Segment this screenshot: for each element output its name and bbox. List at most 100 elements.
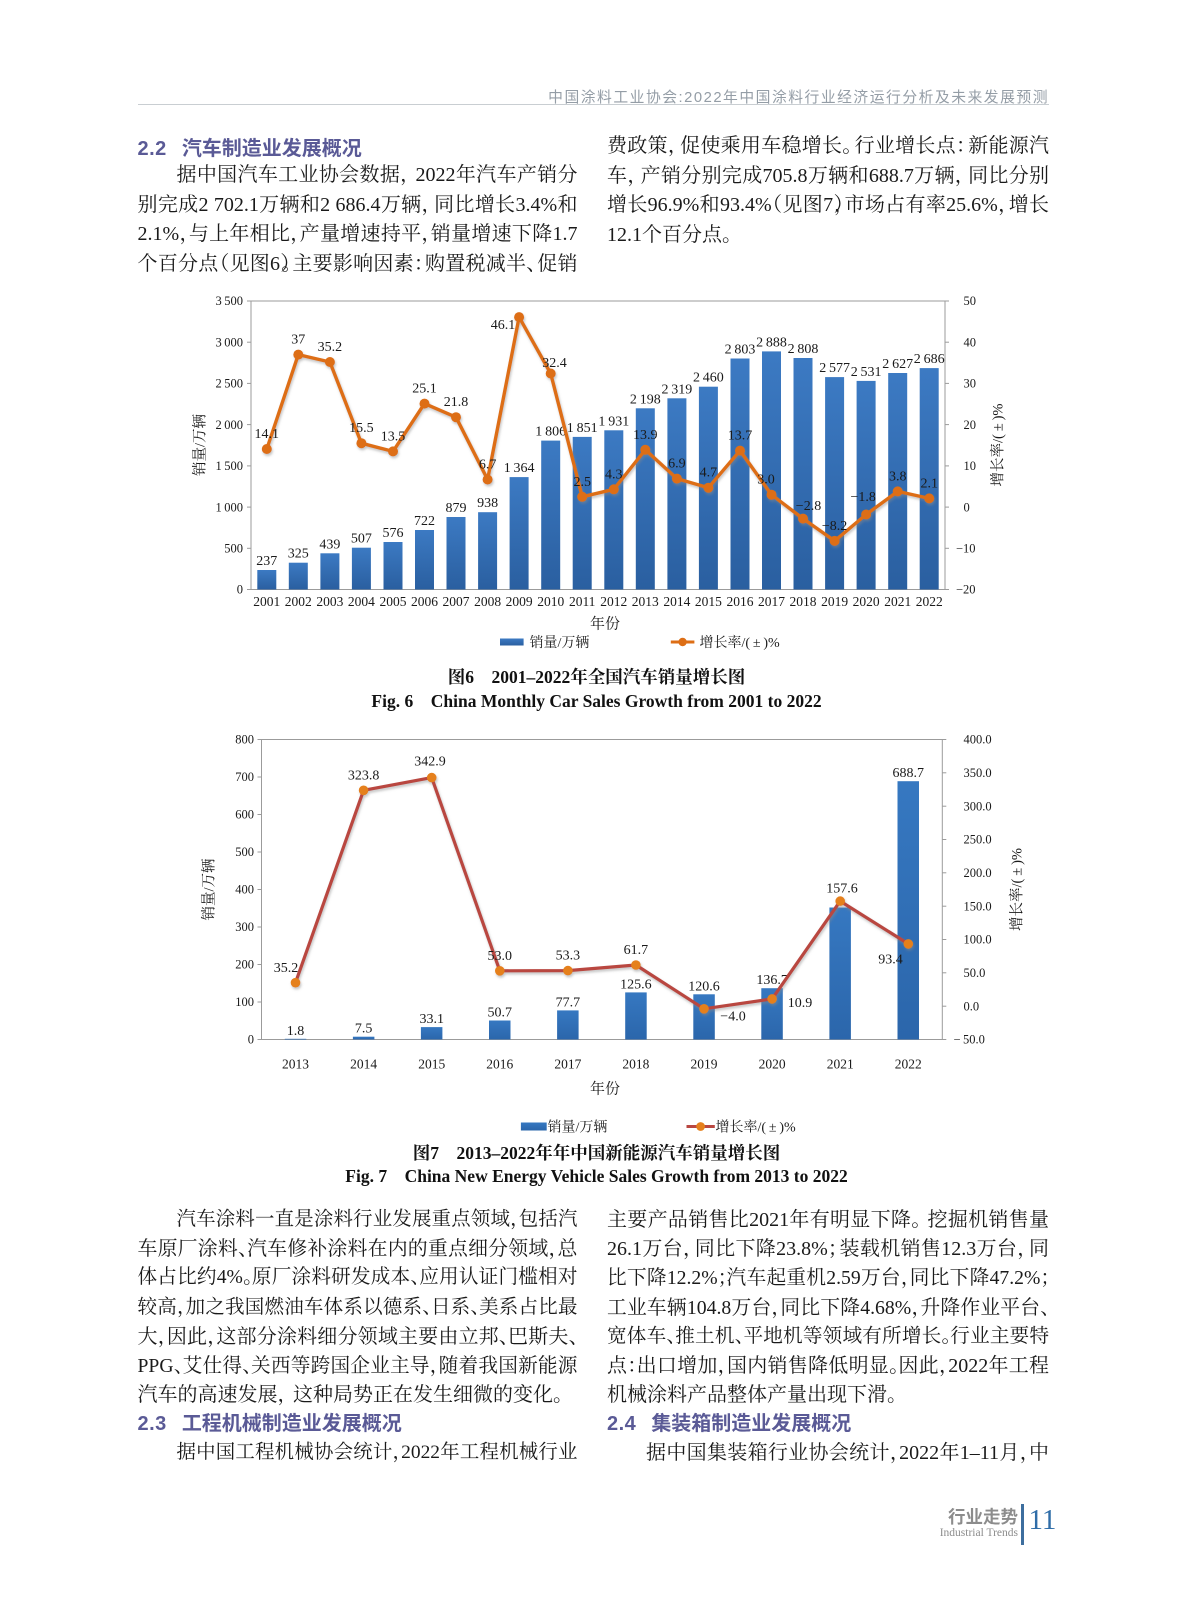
- svg-text:4.7: 4.7: [700, 466, 718, 481]
- svg-text:2021: 2021: [884, 594, 911, 609]
- svg-text:销量/万辆: 销量/万辆: [191, 413, 209, 476]
- svg-text:6.9: 6.9: [668, 457, 686, 472]
- svg-text:3 000: 3 000: [215, 335, 243, 349]
- svg-text:325: 325: [288, 547, 309, 562]
- svg-text:2006: 2006: [411, 594, 438, 609]
- svg-text:400: 400: [235, 883, 254, 897]
- svg-text:2014: 2014: [350, 1057, 377, 1072]
- svg-text:20: 20: [964, 418, 977, 432]
- svg-text:100: 100: [235, 995, 254, 1009]
- svg-text:13.5: 13.5: [381, 429, 406, 444]
- svg-text:688.7: 688.7: [893, 766, 925, 781]
- svg-text:0: 0: [964, 500, 970, 514]
- svg-text:500: 500: [224, 542, 243, 556]
- svg-text:2022: 2022: [916, 594, 943, 609]
- svg-text:−8.2: −8.2: [822, 519, 847, 534]
- svg-text:35.2: 35.2: [318, 340, 343, 355]
- svg-text:3.0: 3.0: [757, 473, 775, 488]
- svg-text:2 460: 2 460: [693, 371, 724, 386]
- svg-text:1 000: 1 000: [215, 500, 243, 514]
- svg-text:350.0: 350.0: [964, 766, 992, 780]
- svg-text:25.1: 25.1: [412, 382, 437, 397]
- svg-text:2018: 2018: [790, 594, 817, 609]
- svg-text:2013: 2013: [282, 1057, 309, 1072]
- svg-text:1 851: 1 851: [567, 421, 598, 436]
- svg-text:35.2: 35.2: [274, 961, 299, 976]
- svg-text:2001: 2001: [253, 594, 280, 609]
- svg-text:10.9: 10.9: [788, 996, 813, 1011]
- svg-text:0: 0: [248, 1033, 254, 1047]
- svg-text:576: 576: [383, 526, 404, 541]
- svg-text:2014: 2014: [663, 594, 690, 609]
- svg-text:13.9: 13.9: [633, 428, 658, 443]
- svg-text:1 364: 1 364: [504, 461, 535, 476]
- svg-text:32.4: 32.4: [542, 356, 567, 371]
- svg-text:93.4: 93.4: [878, 953, 903, 968]
- svg-text:879: 879: [446, 501, 467, 516]
- svg-text:2019: 2019: [821, 594, 848, 609]
- svg-text:2018: 2018: [622, 1057, 649, 1072]
- svg-text:6.7: 6.7: [479, 458, 497, 473]
- svg-text:2021: 2021: [827, 1057, 854, 1072]
- svg-text:53.3: 53.3: [556, 949, 581, 964]
- svg-text:30: 30: [964, 377, 977, 391]
- svg-text:2004: 2004: [348, 594, 375, 609]
- svg-text:2022: 2022: [895, 1057, 922, 1072]
- svg-text:增长率/( ± )%: 增长率/( ± )%: [990, 403, 1007, 486]
- svg-text:− 50.0: − 50.0: [954, 1033, 985, 1047]
- svg-text:2007: 2007: [443, 594, 470, 609]
- svg-text:40: 40: [964, 335, 977, 349]
- svg-text:1 931: 1 931: [598, 414, 629, 429]
- svg-text:323.8: 323.8: [348, 768, 380, 783]
- svg-text:2015: 2015: [418, 1057, 445, 1072]
- svg-text:2013: 2013: [632, 594, 659, 609]
- svg-text:150.0: 150.0: [964, 899, 992, 913]
- svg-text:10: 10: [964, 459, 977, 473]
- svg-text:300: 300: [235, 920, 254, 934]
- svg-text:2 198: 2 198: [630, 392, 661, 407]
- svg-text:120.6: 120.6: [688, 979, 720, 994]
- svg-text:2 577: 2 577: [819, 361, 850, 376]
- svg-text:2016: 2016: [486, 1057, 513, 1072]
- svg-text:600: 600: [235, 808, 254, 822]
- svg-text:3.8: 3.8: [889, 469, 907, 484]
- svg-text:2 808: 2 808: [788, 342, 819, 357]
- svg-text:2020: 2020: [759, 1057, 786, 1072]
- svg-text:年份: 年份: [590, 1080, 620, 1098]
- svg-text:1 500: 1 500: [215, 459, 243, 473]
- svg-text:2010: 2010: [537, 594, 564, 609]
- svg-text:14.1: 14.1: [255, 427, 280, 442]
- svg-text:722: 722: [414, 514, 435, 529]
- svg-text:2.1: 2.1: [920, 476, 938, 491]
- svg-text:400.0: 400.0: [964, 733, 992, 747]
- svg-text:销量/万辆: 销量/万辆: [530, 634, 590, 651]
- svg-text:增长率/( ± )%: 增长率/( ± )%: [1009, 848, 1026, 931]
- svg-text:2 627: 2 627: [882, 357, 913, 372]
- svg-text:7.5: 7.5: [355, 1022, 373, 1037]
- svg-text:2012: 2012: [600, 594, 627, 609]
- svg-text:3 500: 3 500: [215, 294, 243, 308]
- svg-text:2 888: 2 888: [756, 335, 787, 350]
- svg-text:2 000: 2 000: [215, 418, 243, 432]
- svg-text:0.0: 0.0: [964, 999, 980, 1013]
- svg-text:销量/万辆: 销量/万辆: [200, 858, 218, 921]
- svg-text:2 500: 2 500: [215, 377, 243, 391]
- svg-text:800: 800: [235, 733, 254, 747]
- svg-text:1.8: 1.8: [287, 1024, 305, 1039]
- svg-text:125.6: 125.6: [620, 977, 652, 992]
- svg-text:13.7: 13.7: [728, 429, 753, 444]
- svg-text:100.0: 100.0: [964, 933, 992, 947]
- svg-text:销量/万辆: 销量/万辆: [548, 1119, 608, 1136]
- svg-text:500: 500: [235, 845, 254, 859]
- svg-text:2016: 2016: [727, 594, 754, 609]
- svg-text:77.7: 77.7: [556, 995, 581, 1010]
- svg-text:4.3: 4.3: [605, 467, 623, 482]
- svg-text:2008: 2008: [474, 594, 501, 609]
- svg-text:37: 37: [291, 333, 305, 348]
- svg-text:2 803: 2 803: [725, 343, 756, 358]
- svg-text:−4.0: −4.0: [720, 1010, 745, 1025]
- svg-text:50: 50: [964, 294, 977, 308]
- svg-text:21.8: 21.8: [444, 395, 469, 410]
- svg-text:2002: 2002: [285, 594, 312, 609]
- svg-text:2005: 2005: [380, 594, 407, 609]
